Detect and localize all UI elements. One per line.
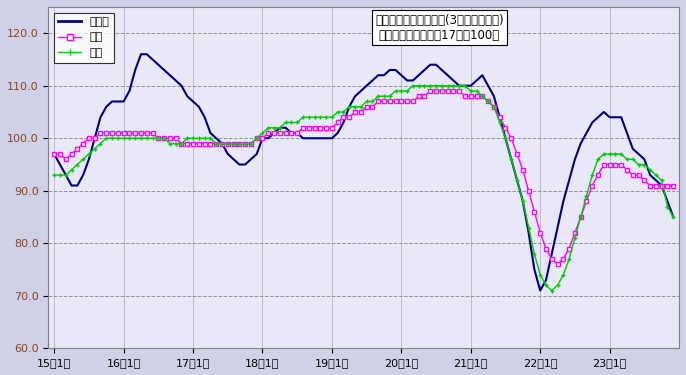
Legend: 鳥取県, 中国, 全国: 鳥取県, 中国, 全国 (54, 12, 114, 63)
Text: 鉱工業生産指数の推移(3ヶ月移動平均)
（季節調整済、平成17年＝100）: 鉱工業生産指数の推移(3ヶ月移動平均) （季節調整済、平成17年＝100） (375, 14, 504, 42)
